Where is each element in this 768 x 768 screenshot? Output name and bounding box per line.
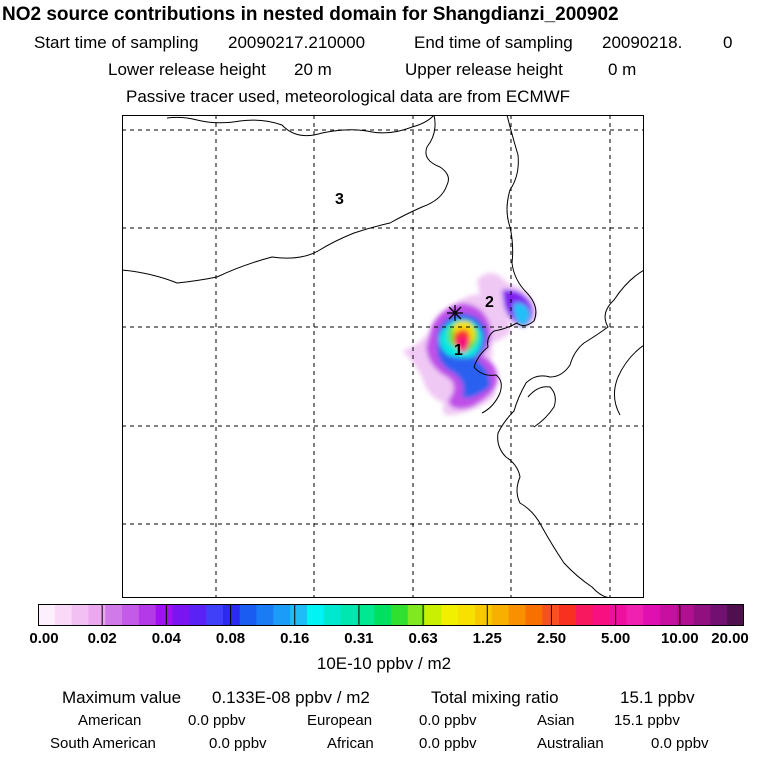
total-mixing-value: 15.1 ppbv <box>620 688 695 707</box>
colorbar-tick-label: 0.00 <box>29 630 59 647</box>
start-time-value: 20090217.210000 <box>228 33 366 52</box>
colorbar-cell <box>222 604 241 626</box>
colorbar-cell <box>676 604 694 626</box>
region-value-african: 0.0 ppbv <box>419 735 477 752</box>
receptor-star-icon <box>447 305 463 321</box>
colorbar-cell <box>659 604 678 626</box>
colorbar-cell <box>71 604 89 626</box>
colorbar-cell <box>626 604 644 626</box>
colorbar-cell <box>542 604 560 626</box>
lower-height-label: Lower release height <box>108 60 266 79</box>
region-value-european: 0.0 ppbv <box>419 712 477 729</box>
upper-height-value: 0 m <box>608 60 637 79</box>
colorbar-cell <box>727 604 744 626</box>
tracer-note: Passive tracer used, meteorological data… <box>126 87 571 106</box>
region-label-2: 2 <box>485 294 494 311</box>
colorbar-cell <box>710 604 728 626</box>
region-name-european: European <box>307 712 373 729</box>
colorbar-cell <box>559 604 577 626</box>
colorbar-tick-label: 20.00 <box>711 630 749 647</box>
colorbar-cell <box>172 604 190 626</box>
lower-height-value: 20 m <box>294 60 332 79</box>
colorbar-cell <box>357 604 375 626</box>
colorbar-cell <box>340 604 358 626</box>
region-name-asian: Asian <box>537 712 575 729</box>
colorbar-cell <box>189 604 207 626</box>
colorbar-units: 10E-10 ppbv / m2 <box>316 654 452 673</box>
start-time-label: Start time of sampling <box>34 33 199 52</box>
colorbar-tick-label: 10.00 <box>661 630 699 647</box>
end-time-suffix: 0 <box>723 33 733 52</box>
region-value-asian: 15.1 ppbv <box>614 712 680 729</box>
colorbar-cell <box>105 604 123 626</box>
region-value-south-american: 0.0 ppbv <box>209 735 267 752</box>
colorbar-cell <box>38 604 56 626</box>
colorbar-cell <box>391 604 409 626</box>
colorbar-cell <box>575 604 594 626</box>
max-value-label: Maximum value <box>62 688 182 707</box>
colorbar-cell <box>239 604 257 626</box>
colorbar-cell <box>525 604 543 626</box>
region-name-australian: Australian <box>537 735 604 752</box>
map-panel: 1 2 3 <box>122 115 644 598</box>
colorbar-cell <box>441 604 459 626</box>
total-mixing-label: Total mixing ratio <box>431 688 559 707</box>
colorbar-tick-label: 0.16 <box>280 630 310 647</box>
max-value: 0.133E-08 ppbv / m2 <box>212 688 370 707</box>
colorbar-cell <box>475 604 493 626</box>
region-value-american: 0.0 ppbv <box>188 712 246 729</box>
colorbar-cell <box>273 604 291 626</box>
colorbar-tick-label: 1.25 <box>472 630 502 647</box>
coastlines <box>122 115 644 598</box>
colorbar-cell <box>122 604 140 626</box>
colorbar-cell <box>306 604 325 626</box>
colorbar-tick-label: 0.63 <box>408 630 438 647</box>
region-name-south-american: South American <box>50 735 156 752</box>
colorbar-cell <box>290 604 308 626</box>
end-time-value: 20090218. <box>602 33 683 52</box>
colorbar-cell <box>609 604 627 626</box>
colorbar-cell <box>256 604 274 626</box>
colorbar-cell <box>491 604 510 626</box>
upper-height-label: Upper release height <box>405 60 563 79</box>
lat-lon-grid <box>122 115 644 598</box>
colorbar-cell <box>424 604 442 626</box>
colorbar-tick-label: 0.02 <box>87 630 117 647</box>
plume-field <box>402 273 537 416</box>
colorbar-tick-label: 0.31 <box>344 630 374 647</box>
colorbar-cell <box>458 604 476 626</box>
region-label-3: 3 <box>335 191 344 208</box>
colorbar-tick-label: 2.50 <box>536 630 567 647</box>
colorbar-tick-label: 0.04 <box>151 630 181 647</box>
colorbar-cell <box>323 604 341 626</box>
region-name-african: African <box>327 735 374 752</box>
plot-title: NO2 source contributions in nested domai… <box>2 4 619 25</box>
colorbar-cell <box>508 604 526 626</box>
colorbar-cell <box>693 604 711 626</box>
colorbar-tick-label: 0.08 <box>215 630 246 647</box>
colorbar-cell <box>592 604 610 626</box>
colorbar-cell <box>374 604 392 626</box>
map-frame <box>122 115 644 598</box>
region-label-1: 1 <box>454 342 463 359</box>
colorbar-cell <box>407 604 426 626</box>
region-value-australian: 0.0 ppbv <box>651 735 709 752</box>
colorbar-cell <box>206 604 224 626</box>
colorbar-cell <box>54 604 73 626</box>
colorbar-cell <box>88 604 106 626</box>
region-name-american: American <box>78 712 142 729</box>
plume-core <box>456 337 469 353</box>
end-time-label: End time of sampling <box>414 33 573 52</box>
colorbar-cell <box>155 604 173 626</box>
colorbar <box>38 604 744 626</box>
colorbar-cell <box>643 604 661 626</box>
colorbar-tick-label: 5.00 <box>601 630 631 647</box>
plume-ne-cyan <box>513 302 530 325</box>
colorbar-cell <box>138 604 157 626</box>
